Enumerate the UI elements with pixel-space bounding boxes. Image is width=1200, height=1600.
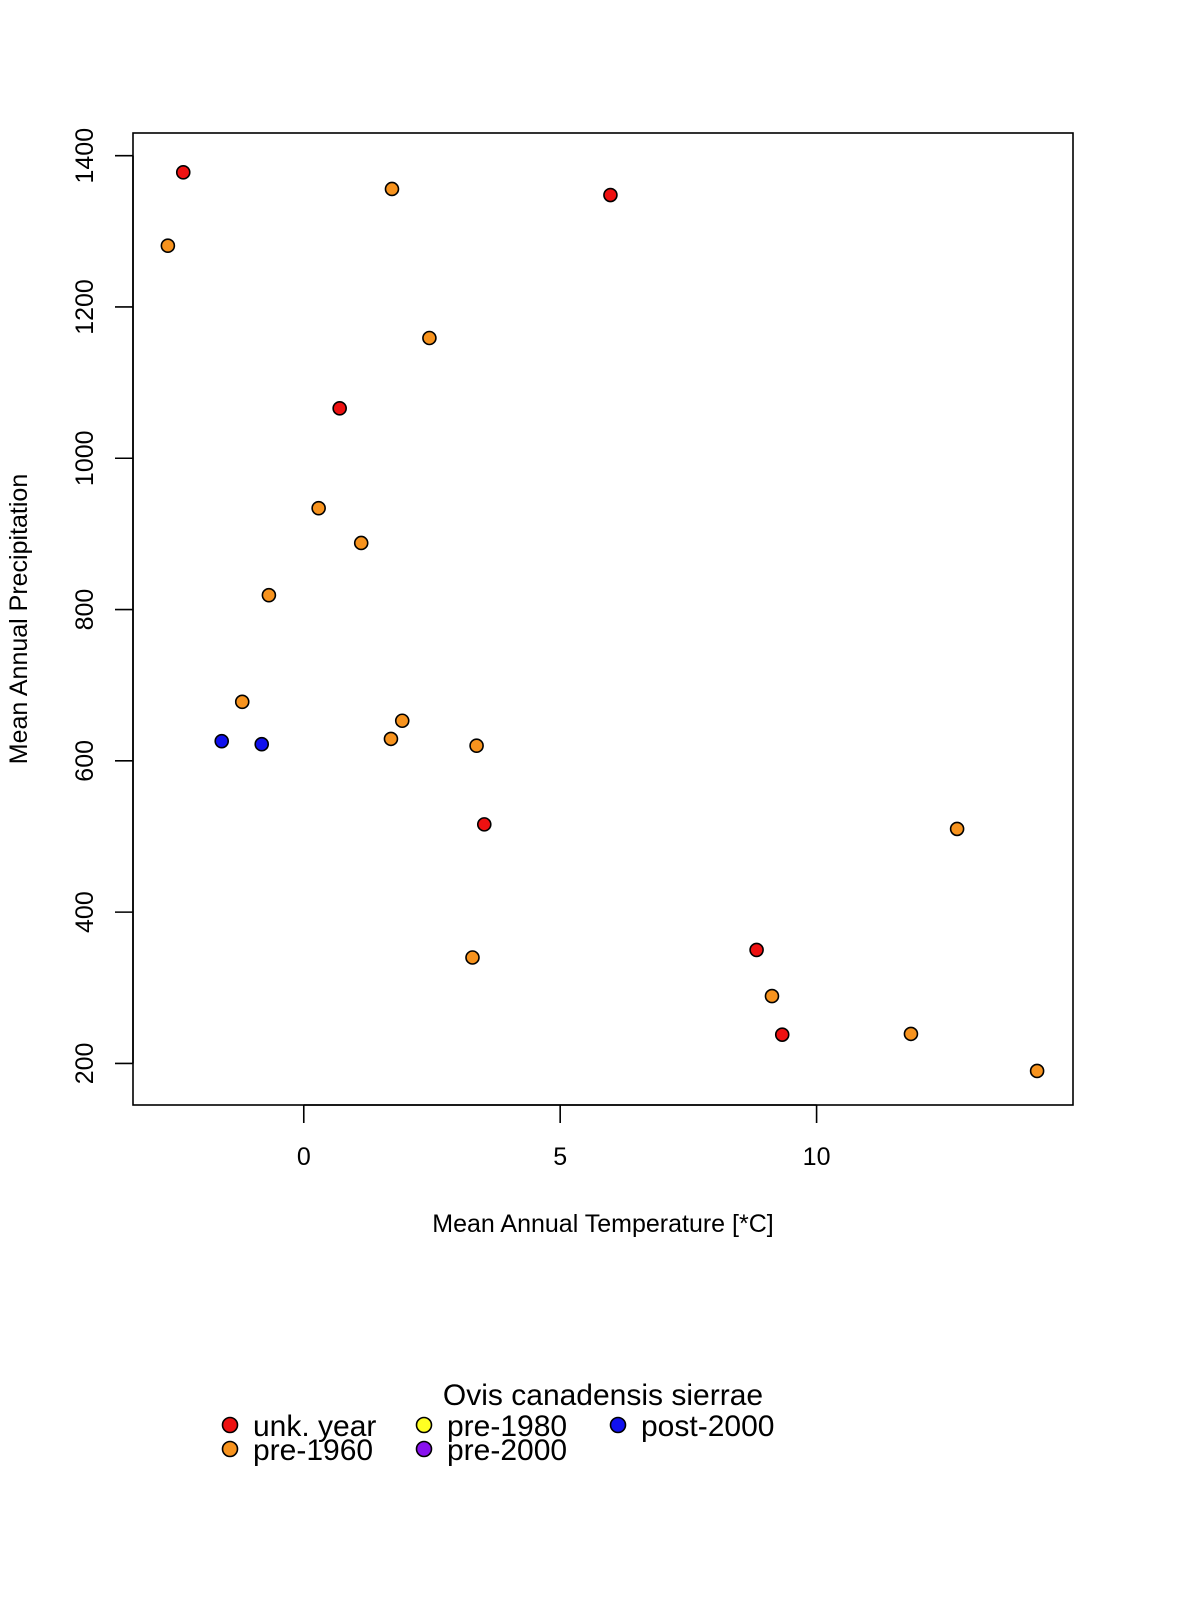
y-tick-label: 400 [71, 891, 99, 933]
legend-swatch [415, 1416, 433, 1434]
data-point [476, 817, 492, 832]
data-point [332, 401, 347, 416]
data-point [764, 988, 780, 1004]
legend-swatch [221, 1416, 239, 1434]
data-point [903, 1026, 919, 1042]
y-tick-label: 1000 [71, 430, 99, 486]
legend-label: post-2000 [641, 1410, 774, 1443]
x-tick-label: 10 [803, 1143, 831, 1171]
legend-title: Ovis canadensis sierrae [443, 1379, 763, 1412]
data-point [465, 950, 480, 965]
data-point [234, 694, 250, 710]
legend-swatch [609, 1416, 627, 1434]
data-point [394, 713, 410, 729]
data-point [214, 733, 230, 749]
data-point [774, 1027, 790, 1042]
y-tick-label: 1400 [71, 128, 99, 184]
data-point [384, 181, 400, 197]
x-axis: 0 5 10 [297, 1104, 831, 1171]
data-point [160, 238, 176, 254]
data-point [1029, 1063, 1045, 1079]
data-point [949, 821, 965, 837]
y-tick-label: 200 [71, 1043, 99, 1085]
plot-frame [132, 132, 1074, 1106]
y-tick-label: 1200 [71, 279, 99, 335]
legend-swatch [221, 1440, 239, 1458]
y-axis: 200 400 600 800 1000 1200 1400 [71, 128, 134, 1085]
data-point [175, 165, 191, 180]
data-point [254, 736, 270, 752]
data-point [749, 942, 764, 958]
data-point [603, 187, 618, 203]
data-point [353, 535, 369, 551]
y-axis-title: Mean Annual Precipitation [5, 474, 33, 764]
data-point [469, 738, 484, 754]
data-point [311, 500, 326, 516]
data-point [261, 587, 277, 603]
y-tick-label: 800 [71, 589, 99, 631]
data-points [160, 165, 1045, 1079]
legend-swatch [415, 1440, 433, 1458]
data-point [422, 330, 437, 346]
x-tick-label: 5 [553, 1143, 567, 1171]
x-axis-title: Mean Annual Temperature [*C] [432, 1210, 773, 1238]
legend-label: pre-2000 [447, 1434, 567, 1467]
legend-label: unk. year [253, 1410, 376, 1443]
legend-label: pre-1960 [253, 1434, 373, 1467]
x-tick-label: 0 [297, 1143, 311, 1171]
y-tick-label: 600 [71, 740, 99, 782]
data-point [383, 731, 399, 747]
legend-label: pre-1980 [447, 1410, 567, 1443]
